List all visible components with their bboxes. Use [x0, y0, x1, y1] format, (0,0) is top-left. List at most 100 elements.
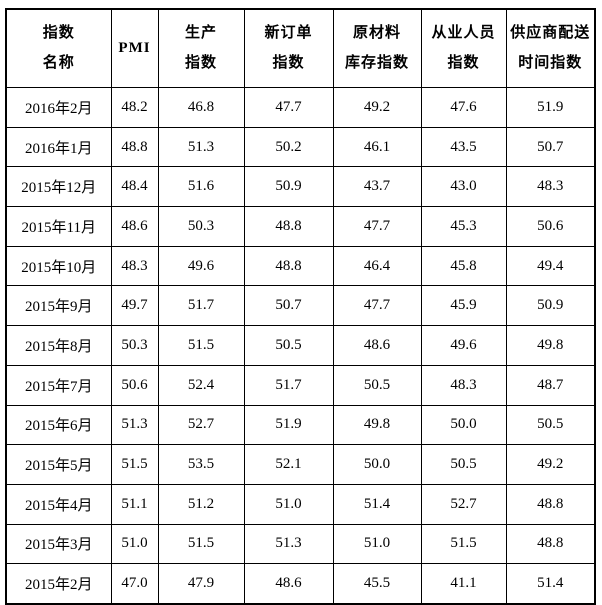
value-cell-raw-materials-inventory-index: 43.7 — [332, 166, 422, 208]
value-cell-supplier-delivery-time-index: 50.7 — [505, 126, 596, 168]
value-cell-production-index: 52.4 — [157, 364, 245, 406]
value-cell-new-orders-index: 48.8 — [243, 206, 334, 247]
month-cell: 2015年11月 — [5, 206, 112, 247]
value-cell-new-orders-index: 50.7 — [243, 285, 334, 327]
header-text-line: 指数 — [447, 55, 480, 71]
column-header-pmi: PMI — [110, 8, 159, 88]
value-cell-production-index: 51.5 — [157, 523, 245, 565]
table-row: 2015年8月 50.3 51.5 50.5 48.6 49.6 49.8 — [5, 325, 596, 366]
column-header-employment-index: 从业人员 指数 — [420, 8, 507, 88]
table-row: 2016年1月 48.8 51.3 50.2 46.1 43.5 50.7 — [5, 126, 596, 168]
column-header-index-name: 指数 名称 — [5, 8, 112, 88]
table-row: 2016年2月 48.2 46.8 47.7 49.2 47.6 51.9 — [5, 87, 596, 128]
value-cell-pmi: 51.0 — [110, 523, 159, 565]
value-cell-raw-materials-inventory-index: 51.4 — [332, 483, 422, 525]
value-cell-supplier-delivery-time-index: 49.4 — [505, 245, 596, 287]
month-cell: 2015年8月 — [5, 325, 112, 366]
value-cell-new-orders-index: 50.2 — [243, 126, 334, 168]
value-cell-employment-index: 45.8 — [420, 245, 507, 287]
column-header-raw-materials-inventory-index: 原材料 库存指数 — [332, 8, 422, 88]
value-cell-supplier-delivery-time-index: 50.6 — [505, 206, 596, 247]
value-cell-employment-index: 50.5 — [420, 444, 507, 485]
header-text-line: 名称 — [42, 55, 75, 71]
table-row: 2015年2月 47.0 47.9 48.6 45.5 41.1 51.4 — [5, 563, 596, 605]
value-cell-pmi: 48.3 — [110, 245, 159, 287]
value-cell-raw-materials-inventory-index: 47.7 — [332, 206, 422, 247]
value-cell-pmi: 47.0 — [110, 563, 159, 605]
value-cell-raw-materials-inventory-index: 50.5 — [332, 364, 422, 406]
value-cell-new-orders-index: 48.6 — [243, 563, 334, 605]
column-header-label: 供应商配送 时间指数 — [507, 10, 594, 87]
month-cell: 2015年7月 — [5, 364, 112, 406]
value-cell-employment-index: 52.7 — [420, 483, 507, 525]
column-header-supplier-delivery-time-index: 供应商配送 时间指数 — [505, 8, 596, 88]
table-row: 2015年5月 51.5 53.5 52.1 50.0 50.5 49.2 — [5, 444, 596, 485]
header-text-line: 新订单 — [264, 25, 313, 41]
table-row: 2015年6月 51.3 52.7 51.9 49.8 50.0 50.5 — [5, 404, 596, 446]
month-cell: 2015年12月 — [5, 166, 112, 208]
table-row: 2015年9月 49.7 51.7 50.7 47.7 45.9 50.9 — [5, 285, 596, 327]
table-row: 2015年7月 50.6 52.4 51.7 50.5 48.3 48.7 — [5, 364, 596, 406]
value-cell-supplier-delivery-time-index: 48.7 — [505, 364, 596, 406]
month-cell: 2016年2月 — [5, 87, 112, 128]
value-cell-new-orders-index: 51.7 — [243, 364, 334, 406]
header-row: 指数 名称 PMI 生产 指数 新订单 指数 原材料 库存指数 从业人员 指数 供应商配送 时间指数 — [5, 8, 596, 88]
value-cell-pmi: 49.7 — [110, 285, 159, 327]
value-cell-employment-index: 45.3 — [420, 206, 507, 247]
value-cell-production-index: 50.3 — [157, 206, 245, 247]
value-cell-production-index: 51.6 — [157, 166, 245, 208]
table-row: 2015年11月 48.6 50.3 48.8 47.7 45.3 50.6 — [5, 206, 596, 247]
value-cell-pmi: 50.6 — [110, 364, 159, 406]
value-cell-raw-materials-inventory-index: 45.5 — [332, 563, 422, 605]
value-cell-pmi: 51.1 — [110, 483, 159, 525]
value-cell-supplier-delivery-time-index: 48.8 — [505, 523, 596, 565]
value-cell-pmi: 48.6 — [110, 206, 159, 247]
month-cell: 2015年5月 — [5, 444, 112, 485]
value-cell-raw-materials-inventory-index: 50.0 — [332, 444, 422, 485]
header-text-line: 库存指数 — [344, 55, 409, 71]
column-header-label: 指数 名称 — [7, 10, 110, 87]
value-cell-production-index: 47.9 — [157, 563, 245, 605]
value-cell-employment-index: 47.6 — [420, 87, 507, 128]
table-row: 2015年10月 48.3 49.6 48.8 46.4 45.8 49.4 — [5, 245, 596, 287]
month-cell: 2015年10月 — [5, 245, 112, 287]
value-cell-supplier-delivery-time-index: 49.2 — [505, 444, 596, 485]
value-cell-supplier-delivery-time-index: 48.8 — [505, 483, 596, 525]
value-cell-supplier-delivery-time-index: 48.3 — [505, 166, 596, 208]
month-cell: 2015年6月 — [5, 404, 112, 446]
value-cell-pmi: 51.3 — [110, 404, 159, 446]
value-cell-employment-index: 50.0 — [420, 404, 507, 446]
value-cell-raw-materials-inventory-index: 48.6 — [332, 325, 422, 366]
value-cell-raw-materials-inventory-index: 46.4 — [332, 245, 422, 287]
value-cell-raw-materials-inventory-index: 49.8 — [332, 404, 422, 446]
month-cell: 2015年2月 — [5, 563, 112, 605]
value-cell-employment-index: 43.0 — [420, 166, 507, 208]
table-body: 2016年2月 48.2 46.8 47.7 49.2 47.6 51.9 2016年1月 48… — [5, 87, 596, 605]
value-cell-production-index: 51.3 — [157, 126, 245, 168]
value-cell-supplier-delivery-time-index: 50.9 — [505, 285, 596, 327]
value-cell-employment-index: 48.3 — [420, 364, 507, 406]
table-row: 2015年3月 51.0 51.5 51.3 51.0 51.5 48.8 — [5, 523, 596, 565]
value-cell-production-index: 53.5 — [157, 444, 245, 485]
value-cell-raw-materials-inventory-index: 47.7 — [332, 285, 422, 327]
value-cell-employment-index: 41.1 — [420, 563, 507, 605]
month-cell: 2016年1月 — [5, 126, 112, 168]
column-header-label: 生产 指数 — [159, 10, 243, 87]
value-cell-pmi: 51.5 — [110, 444, 159, 485]
header-text-line: 供应商配送 — [510, 25, 591, 41]
value-cell-new-orders-index: 52.1 — [243, 444, 334, 485]
header-text-line: 指数 — [272, 55, 305, 71]
header-text-line: 从业人员 — [431, 25, 496, 41]
header-text-line: 时间指数 — [518, 55, 583, 71]
header-text-line: 原材料 — [352, 25, 401, 41]
value-cell-raw-materials-inventory-index: 46.1 — [332, 126, 422, 168]
value-cell-supplier-delivery-time-index: 51.9 — [505, 87, 596, 128]
table-row: 2015年12月 48.4 51.6 50.9 43.7 43.0 48.3 — [5, 166, 596, 208]
value-cell-supplier-delivery-time-index: 51.4 — [505, 563, 596, 605]
value-cell-production-index: 49.6 — [157, 245, 245, 287]
value-cell-raw-materials-inventory-index: 49.2 — [332, 87, 422, 128]
column-header-production-index: 生产 指数 — [157, 8, 245, 88]
header-text-line: 指数 — [42, 25, 75, 41]
month-cell: 2015年4月 — [5, 483, 112, 525]
value-cell-new-orders-index: 51.0 — [243, 483, 334, 525]
